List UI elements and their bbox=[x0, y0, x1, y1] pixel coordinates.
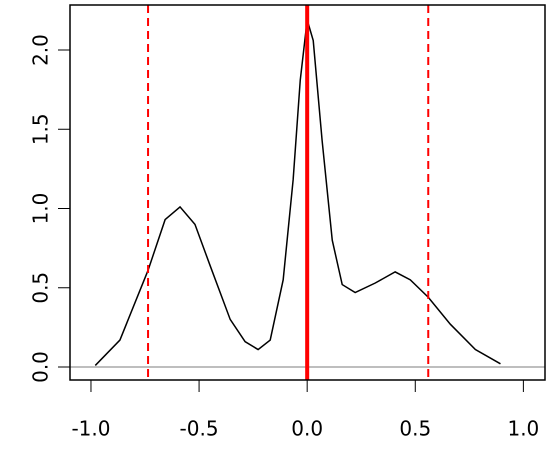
density-line bbox=[94, 19, 501, 366]
y-tick-label: 1.0 bbox=[29, 193, 53, 225]
y-tick-label: 0.0 bbox=[29, 351, 53, 383]
x-tick-label: 1.0 bbox=[507, 417, 539, 441]
plot-frame bbox=[69, 4, 546, 381]
y-tick-label: 1.5 bbox=[29, 113, 53, 145]
x-tick-label: -0.5 bbox=[180, 417, 219, 441]
y-tick-label: 2.0 bbox=[29, 34, 53, 66]
x-tick-label: 0.5 bbox=[399, 417, 431, 441]
y-tick-label: 0.5 bbox=[29, 272, 53, 304]
x-tick-label: -1.0 bbox=[71, 417, 110, 441]
x-tick-label: 0.0 bbox=[291, 417, 323, 441]
